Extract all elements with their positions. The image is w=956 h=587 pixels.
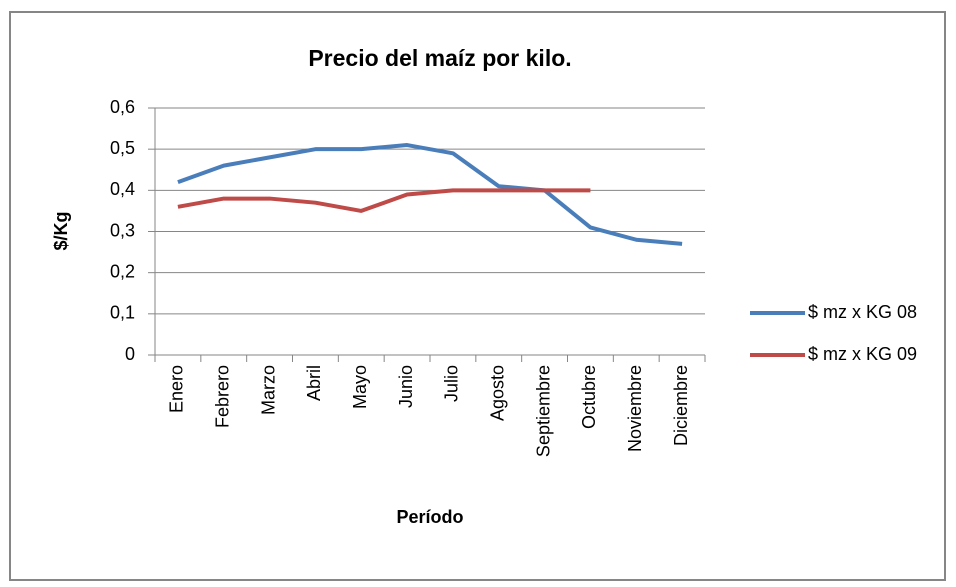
x-tick-label: Mayo xyxy=(350,365,370,409)
series-line xyxy=(177,188,591,213)
x-tick-label: Agosto xyxy=(488,365,508,421)
x-tick-label: Febrero xyxy=(213,365,233,428)
x-tick-label: Octubre xyxy=(579,365,599,429)
x-tick-label: Noviembre xyxy=(625,365,645,452)
x-tick-label: Diciembre xyxy=(671,365,691,446)
x-tick-label: Abril xyxy=(304,365,324,401)
y-tick-label: 0,2 xyxy=(110,261,135,281)
x-axis-label: Período xyxy=(396,507,463,527)
y-tick-label: 0,4 xyxy=(110,179,135,199)
legend-label: $ mz x KG 09 xyxy=(808,344,917,364)
x-tick-label: Septiembre xyxy=(533,365,553,457)
y-tick-label: 0,6 xyxy=(110,97,135,117)
chart-title: Precio del maíz por kilo. xyxy=(308,45,571,71)
series-line xyxy=(177,143,683,246)
y-tick-label: 0,3 xyxy=(110,220,135,240)
x-tick-label: Marzo xyxy=(258,365,278,415)
y-tick-label: 0 xyxy=(125,344,135,364)
chart-border xyxy=(9,11,946,581)
y-axis-label: $/Kg xyxy=(51,211,71,250)
y-tick-label: 0,5 xyxy=(110,138,135,158)
legend-label: $ mz x KG 08 xyxy=(808,302,917,322)
x-tick-label: Enero xyxy=(167,365,187,413)
x-tick-label: Junio xyxy=(396,365,416,408)
x-tick-label: Julio xyxy=(442,365,462,402)
y-tick-label: 0,1 xyxy=(110,303,135,323)
